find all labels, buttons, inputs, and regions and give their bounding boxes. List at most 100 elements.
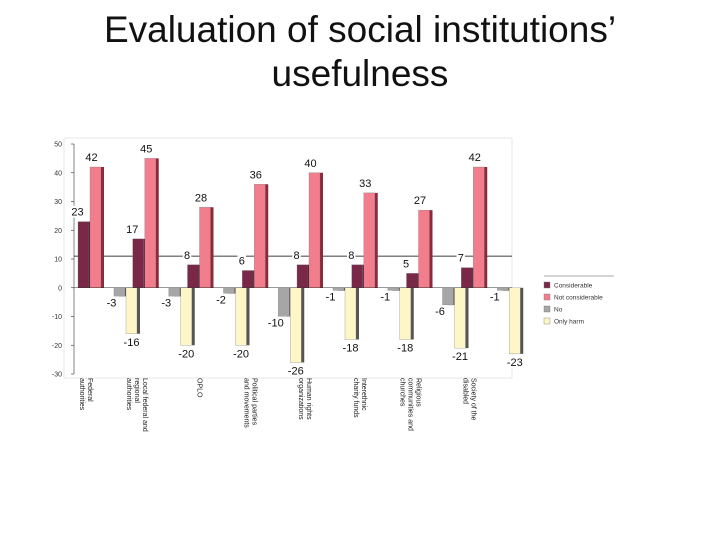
data-label: 8 xyxy=(348,250,354,262)
bar-side xyxy=(410,287,414,340)
legend-swatch-1 xyxy=(543,293,551,301)
data-label-box xyxy=(377,290,393,303)
bar-2-1 xyxy=(168,287,180,297)
bar-2-5 xyxy=(387,287,399,291)
bar-3-7 xyxy=(509,287,521,355)
category-label: Interethniccharity funds xyxy=(352,378,367,418)
category-label-line: Local federal and xyxy=(141,378,148,432)
legend-label-0: Considerable xyxy=(554,283,593,290)
category-label: Religiouscommunities andchurches xyxy=(399,378,422,431)
data-label-box xyxy=(84,151,99,163)
legend-swatch-0 xyxy=(543,281,551,289)
legend-swatch-3 xyxy=(543,317,551,325)
y-tick-label: -30 xyxy=(52,372,62,379)
data-label-box xyxy=(347,248,356,261)
data-label: 28 xyxy=(195,192,207,204)
legend-label-2: No xyxy=(554,307,563,314)
bar-3-5 xyxy=(399,287,411,340)
bar-3-1 xyxy=(180,287,192,346)
data-label: -18 xyxy=(397,343,413,355)
data-label-box xyxy=(292,248,301,261)
category-label-line: and movements xyxy=(242,378,249,428)
title-line-2: usefulness xyxy=(271,53,449,94)
plot-frame xyxy=(63,137,513,379)
bar-1-0 xyxy=(89,166,102,288)
bar-0-6 xyxy=(406,273,418,288)
data-label-box xyxy=(487,290,503,303)
data-label: -16 xyxy=(124,337,140,349)
bar-side xyxy=(484,167,488,288)
category-label-line: organizations xyxy=(297,378,304,420)
data-label-box xyxy=(138,142,154,155)
data-label-box xyxy=(124,222,140,235)
legend-label-1: Not considerable xyxy=(554,295,603,302)
y-tick-label: 10 xyxy=(54,257,62,264)
data-label-box xyxy=(175,347,197,360)
category-label-line: Society of the xyxy=(469,378,476,421)
category-label: OPLO xyxy=(196,378,203,398)
category-label-line: churches xyxy=(399,378,406,407)
category-label-line: Federal xyxy=(86,378,93,402)
bar-side xyxy=(155,158,159,288)
bar-side xyxy=(137,287,140,334)
y-tick-label: 0 xyxy=(58,285,62,292)
data-label-box xyxy=(456,251,465,264)
data-label: -20 xyxy=(233,348,249,360)
bar-2-2 xyxy=(223,287,235,294)
bar-side xyxy=(210,207,214,288)
category-label-line: Human rights xyxy=(305,378,312,420)
bar-side xyxy=(191,287,195,346)
category-label-line: Political parties xyxy=(250,378,257,426)
bar-0-4 xyxy=(296,264,309,288)
bar-side xyxy=(320,172,323,288)
data-label: 8 xyxy=(184,250,190,262)
bar-1-5 xyxy=(363,192,375,288)
data-label-box xyxy=(265,316,287,329)
data-label: -20 xyxy=(178,348,194,360)
bar-1-1 xyxy=(144,158,156,288)
data-label-box xyxy=(339,341,362,354)
category-label-line: OPLO xyxy=(196,378,203,398)
data-label: 8 xyxy=(293,250,299,262)
category-label-line: authorities xyxy=(78,378,85,411)
data-label-box xyxy=(467,151,483,163)
data-label-box xyxy=(104,296,119,309)
bar-2-0 xyxy=(113,287,126,297)
data-label: -2 xyxy=(216,295,226,307)
data-label: 27 xyxy=(414,195,426,207)
y-tick-label: 20 xyxy=(54,228,62,235)
y-tick-label: 50 xyxy=(54,142,62,149)
data-label: 42 xyxy=(85,152,97,164)
bar-side xyxy=(246,287,250,346)
data-label-box xyxy=(120,335,143,348)
data-label-box xyxy=(158,296,174,309)
data-label: -1 xyxy=(326,292,336,304)
category-label-line: disabled xyxy=(461,378,468,404)
data-label: -10 xyxy=(268,318,284,330)
data-label: 45 xyxy=(140,143,152,155)
data-label-box xyxy=(449,350,471,363)
data-label-box xyxy=(401,257,411,270)
bar-2-3 xyxy=(278,287,290,317)
legend: Considerable Not considerable No Only harm xyxy=(543,275,614,326)
bar-1-4 xyxy=(308,172,321,288)
data-label: -3 xyxy=(161,297,171,309)
legend-swatch-2 xyxy=(543,305,551,313)
bar-side xyxy=(429,210,433,288)
bar-3-2 xyxy=(235,287,247,346)
data-label-box xyxy=(230,347,252,360)
data-label-box xyxy=(357,176,373,189)
legend-label-3: Only harm xyxy=(554,319,584,326)
y-tick-label: 30 xyxy=(54,199,62,206)
data-label: 33 xyxy=(359,178,371,190)
bar-1-2 xyxy=(199,207,211,288)
bar-2-7 xyxy=(497,287,509,291)
bar-0-3 xyxy=(242,270,254,288)
category-label-line: authorities xyxy=(125,378,132,411)
data-label-box xyxy=(303,156,318,169)
category-label: Political partiesand movements xyxy=(242,378,257,428)
bar-side xyxy=(356,287,359,340)
bar-side xyxy=(101,167,104,288)
bar-0-5 xyxy=(351,264,363,288)
